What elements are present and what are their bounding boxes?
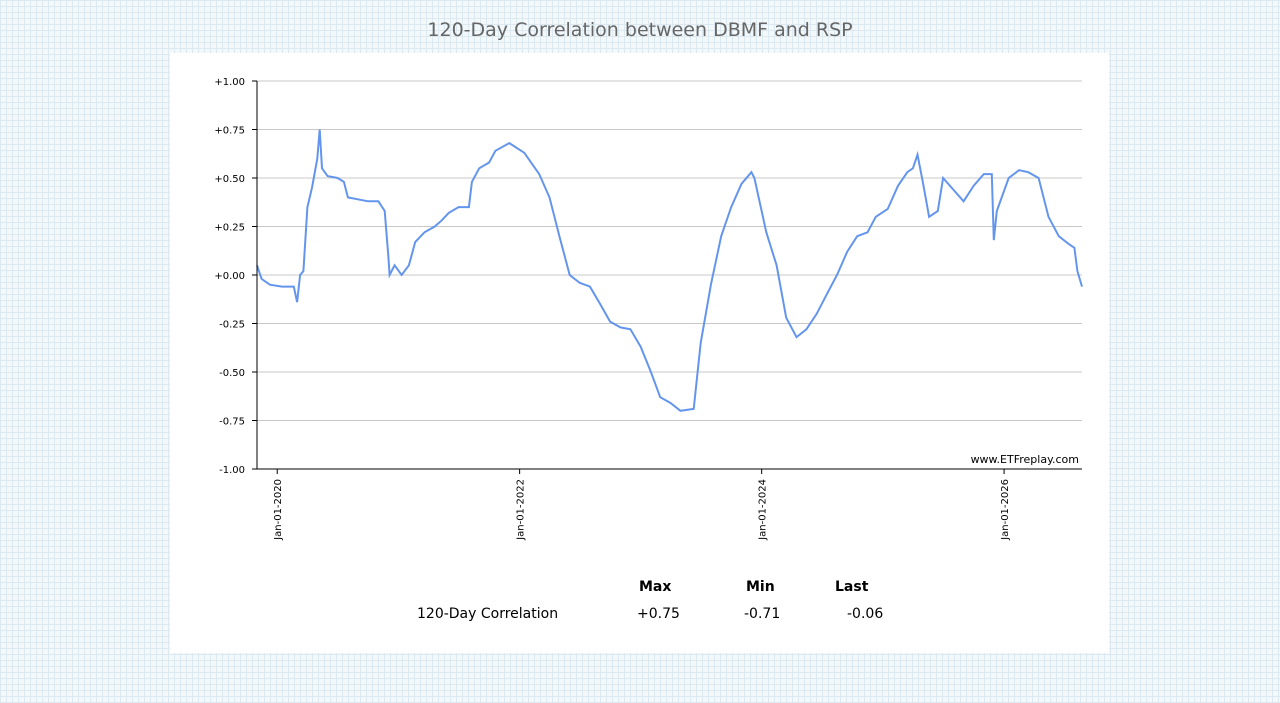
stats-row-label: 120-Day Correlation	[417, 606, 559, 622]
y-tick-label: -0.50	[219, 368, 245, 379]
stats-table: Max Min Last 120-Day Correlation +0.75 -…	[170, 53, 1109, 653]
stats-max-value: +0.75	[637, 606, 680, 622]
x-tick-label: Jan-01-2026	[1000, 479, 1011, 541]
correlation-chart: +1.00 +0.75 +0.50 +0.25 +0.00 -0.25 -0.50 -0.75…	[214, 77, 1083, 541]
y-tick-label: -0.25	[219, 320, 245, 331]
stats-header-max: Max	[639, 579, 672, 595]
chart-panel: +1.00 +0.75 +0.50 +0.25 +0.00 -0.25 -0.50 -0.75…	[170, 53, 1109, 653]
y-tick-label: -0.75	[219, 417, 245, 428]
x-tick-label: Jan-01-2022	[516, 479, 527, 541]
series-line-correlation	[256, 129, 1083, 412]
y-tick-label: -1.00	[219, 465, 245, 476]
stats-last-value: -0.06	[847, 606, 884, 622]
y-tick-label: +0.25	[214, 223, 245, 234]
watermark-text: www.ETFreplay.com	[971, 453, 1079, 466]
y-tick-label: +0.50	[214, 174, 245, 185]
y-tick-label: +0.75	[214, 126, 245, 137]
stats-header-last: Last	[835, 579, 869, 595]
x-axis-ticks: Jan-01-2020 Jan-01-2022 Jan-01-2024 Jan-01-…	[273, 469, 1011, 541]
page-title: 120-Day Correlation between DBMF and RSP	[427, 19, 853, 41]
x-tick-label: Jan-01-2024	[758, 479, 769, 541]
y-tick-label: +0.00	[214, 271, 245, 282]
stats-header-min: Min	[746, 579, 775, 595]
x-tick-label: Jan-01-2020	[273, 479, 284, 541]
stats-min-value: -0.71	[744, 606, 781, 622]
y-tick-label: +1.00	[214, 77, 245, 88]
y-axis-ticks: +1.00 +0.75 +0.50 +0.25 +0.00 -0.25 -0.50 -0.75…	[214, 77, 257, 476]
